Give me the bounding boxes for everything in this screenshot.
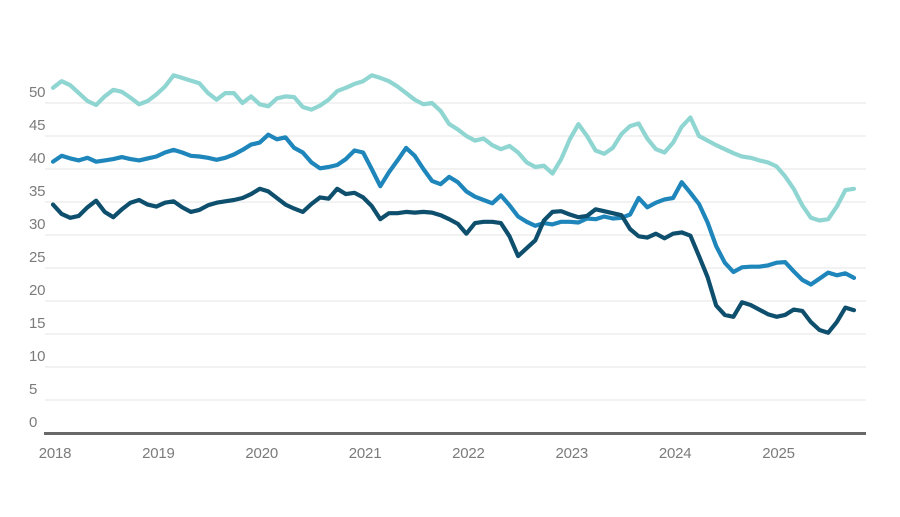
y-axis-tick-label: 20 bbox=[29, 282, 45, 299]
y-axis-tick-label: 45 bbox=[29, 117, 45, 134]
x-axis-tick-label: 2025 bbox=[762, 445, 795, 462]
y-axis-tick-label: 30 bbox=[29, 216, 45, 233]
y-axis-tick-label: 35 bbox=[29, 183, 45, 200]
series-dark-navy bbox=[50, 186, 857, 335]
x-axis-tick-label: 2021 bbox=[349, 445, 382, 462]
y-axis-tick-label: 40 bbox=[29, 150, 45, 167]
x-axis-tick-label: 2018 bbox=[39, 445, 72, 462]
y-axis-tick-label: 15 bbox=[29, 315, 45, 332]
y-axis-tick-label: 50 bbox=[29, 84, 45, 101]
y-axis-tick-label: 10 bbox=[29, 348, 45, 365]
series-medium-blue bbox=[50, 132, 857, 287]
x-axis-tick-label: 2022 bbox=[452, 445, 485, 462]
y-axis-tick-label: 5 bbox=[29, 381, 37, 398]
x-axis-tick-label: 2023 bbox=[555, 445, 588, 462]
x-axis-tick-label: 2019 bbox=[142, 445, 175, 462]
x-axis-tick-label: 2024 bbox=[659, 445, 692, 462]
y-axis-tick-label: 25 bbox=[29, 249, 45, 266]
x-axis-tick-label: 2020 bbox=[245, 445, 278, 462]
series-light-teal bbox=[50, 73, 857, 223]
y-axis-tick-label: 0 bbox=[29, 414, 37, 431]
